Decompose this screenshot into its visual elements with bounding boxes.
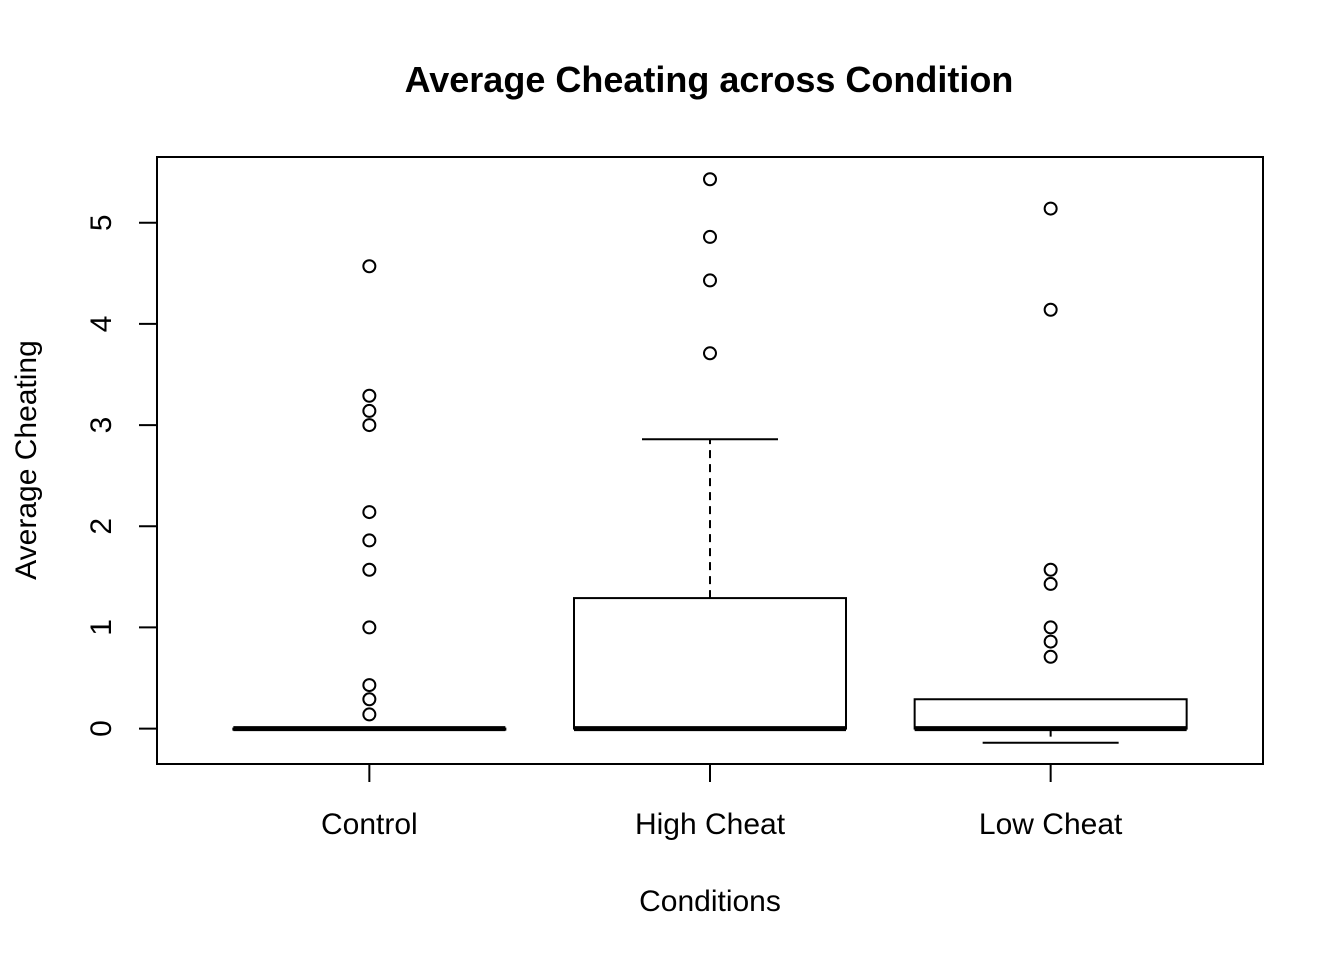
outlier-point	[362, 403, 377, 418]
outlier-point	[703, 273, 717, 288]
y-axis-label: Average Cheating	[10, 340, 43, 580]
x-tick-label: High Cheat	[635, 808, 786, 841]
x-axis: Control High Cheat Low Cheat	[321, 763, 1123, 841]
x-tick-label: Low Cheat	[979, 808, 1123, 841]
x-tick-label: Control	[321, 808, 418, 841]
outlier-point	[1043, 302, 1058, 317]
y-axis: 0 1 2 3 4 5	[85, 214, 158, 737]
outlier-point	[362, 562, 377, 577]
outlier-point	[362, 692, 377, 707]
chart-title: Average Cheating across Condition	[405, 59, 1014, 100]
box-high-cheat	[573, 172, 847, 732]
outlier-point	[703, 229, 717, 244]
y-tick-label: 5	[85, 214, 118, 231]
box-low-cheat	[913, 201, 1188, 744]
outlier-point	[1043, 649, 1058, 664]
outlier-point	[362, 388, 377, 403]
outlier-point	[703, 172, 717, 187]
outlier-point	[1043, 634, 1058, 649]
outlier-point	[362, 678, 377, 693]
outlier-point	[362, 533, 377, 548]
y-tick-label: 0	[85, 720, 118, 737]
y-tick-label: 1	[85, 619, 118, 636]
outlier-point	[362, 620, 377, 635]
box-control	[232, 259, 507, 732]
iqr-box	[913, 698, 1188, 730]
outlier-point	[703, 346, 717, 361]
y-tick-label: 3	[85, 417, 118, 434]
outlier-point	[1043, 576, 1058, 591]
y-tick-label: 4	[85, 316, 118, 333]
outlier-point	[1043, 201, 1058, 216]
outlier-point	[362, 259, 377, 274]
outlier-point	[362, 418, 377, 433]
x-axis-label: Conditions	[639, 885, 781, 918]
outlier-point	[1043, 620, 1058, 635]
boxes	[232, 172, 1188, 744]
outlier-point	[362, 505, 377, 520]
outlier-point	[362, 707, 377, 722]
outlier-point	[1043, 562, 1058, 577]
iqr-box	[573, 597, 847, 730]
y-tick-label: 2	[85, 518, 118, 535]
